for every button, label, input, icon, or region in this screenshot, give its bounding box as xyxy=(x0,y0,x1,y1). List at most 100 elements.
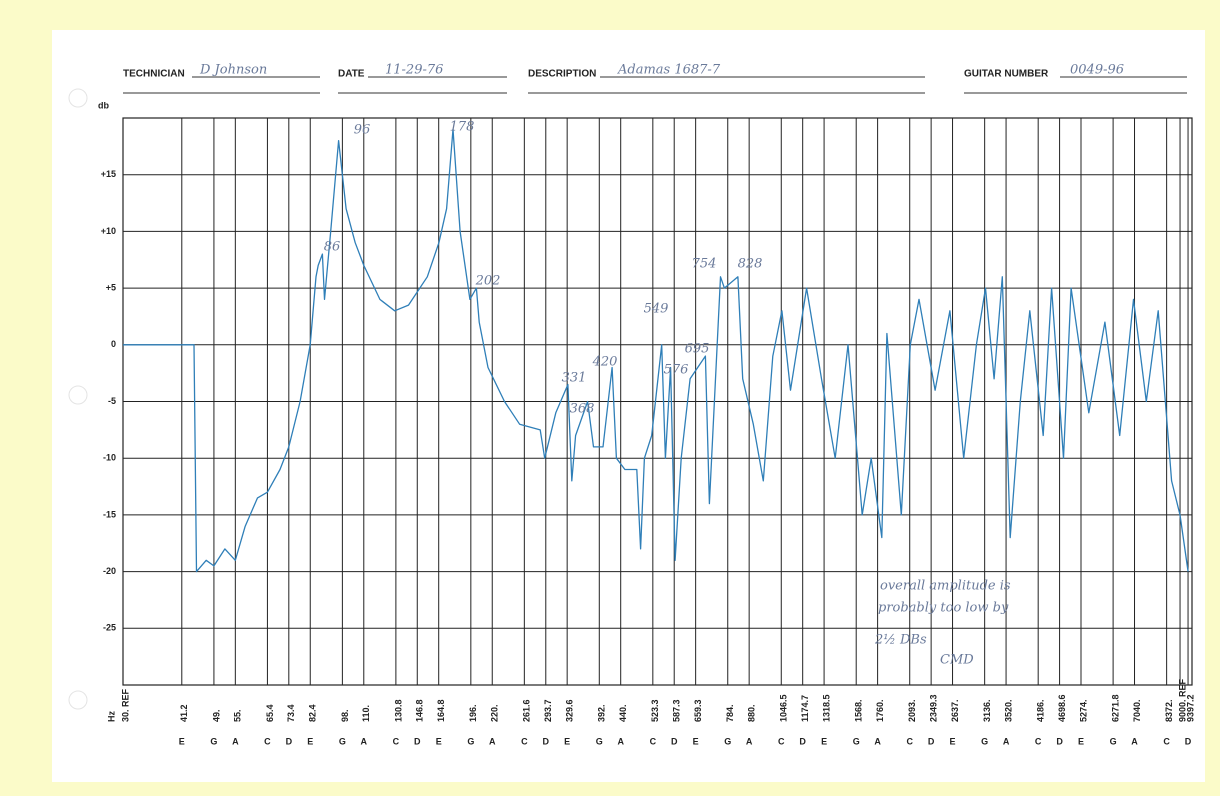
note-label: E xyxy=(1078,736,1084,746)
x-tick-label: 1174.7 xyxy=(800,695,810,722)
note-label: D xyxy=(1056,736,1063,746)
punch-hole xyxy=(68,690,88,710)
note-label: D xyxy=(799,736,806,746)
x-tick-label: 9397.2 xyxy=(1185,694,1195,722)
y-tick-label: -15 xyxy=(103,509,116,519)
note-label: D xyxy=(1185,736,1192,746)
note-label: G xyxy=(724,736,731,746)
note-label: E xyxy=(179,736,185,746)
field-value: 11-29-76 xyxy=(385,63,443,78)
note-label: E xyxy=(307,736,313,746)
x-tick-label: 9000. REF xyxy=(1177,678,1187,722)
peak-label: 420 xyxy=(592,355,618,370)
note-label: E xyxy=(436,736,442,746)
note-label: A xyxy=(746,736,753,746)
x-tick-label: 2637. xyxy=(950,699,960,722)
x-tick-label: 4698.6 xyxy=(1057,694,1067,722)
x-tick-label: 4186. xyxy=(1036,699,1046,722)
note-label: A xyxy=(1003,736,1010,746)
x-tick-label: 523.3 xyxy=(650,699,660,722)
note-label: A xyxy=(232,736,239,746)
note-label: C xyxy=(264,736,271,746)
note-label: C xyxy=(393,736,400,746)
field-value: D Johnson xyxy=(199,63,267,78)
peak-label: 86 xyxy=(324,240,341,255)
field-label: GUITAR NUMBER xyxy=(964,69,1049,80)
peak-label: 96 xyxy=(354,123,371,138)
note-label: G xyxy=(981,736,988,746)
x-tick-label: 146.8 xyxy=(415,699,425,722)
y-tick-label: -5 xyxy=(108,396,116,406)
x-tick-label: 2093. xyxy=(907,699,917,722)
x-tick-label: 784. xyxy=(725,704,735,722)
note-label: G xyxy=(467,736,474,746)
x-tick-label: 293.7 xyxy=(543,699,553,722)
x-tick-label: 880. xyxy=(747,704,757,722)
x-tick-label: 261.6 xyxy=(522,699,532,722)
note-label: C xyxy=(650,736,657,746)
y-tick-label: 0 xyxy=(111,339,116,349)
note-label: E xyxy=(950,736,956,746)
handwritten-note: CMD xyxy=(940,653,974,668)
note-label: G xyxy=(1110,736,1117,746)
field-label: DATE xyxy=(338,69,365,80)
field-label: DESCRIPTION xyxy=(528,69,596,80)
x-tick-label: 8372. xyxy=(1164,699,1174,722)
x-tick-label: 2349.3 xyxy=(929,694,939,722)
x-tick-label: 329.6 xyxy=(565,699,575,722)
note-label: E xyxy=(693,736,699,746)
x-tick-label: 65.4 xyxy=(265,704,275,722)
note-label: D xyxy=(414,736,421,746)
response-curve xyxy=(123,128,1189,573)
note-label: E xyxy=(821,736,827,746)
punch-hole xyxy=(68,88,88,108)
x-tick-label: 3520. xyxy=(1003,699,1013,722)
field-value: Adamas 1687-7 xyxy=(617,63,721,78)
y-tick-label: -25 xyxy=(103,623,116,633)
note-label: C xyxy=(521,736,528,746)
x-tick-label: 130.8 xyxy=(393,699,403,722)
y-tick-label: -20 xyxy=(103,566,116,576)
note-label: A xyxy=(361,736,368,746)
note-label: D xyxy=(928,736,935,746)
note-label: G xyxy=(596,736,603,746)
y-tick-label: -10 xyxy=(103,453,116,463)
x-tick-label: 659.3 xyxy=(693,699,703,722)
note-label: D xyxy=(286,736,293,746)
note-label: A xyxy=(489,736,496,746)
x-tick-label: 587.3 xyxy=(672,699,682,722)
x-tick-label: 73.4 xyxy=(286,704,296,722)
peak-label: 178 xyxy=(450,120,475,135)
note-label: A xyxy=(1131,736,1138,746)
peak-label: 331 xyxy=(562,371,587,386)
peak-label: 576 xyxy=(664,363,689,378)
x-tick-label: 1568. xyxy=(854,699,864,722)
note-label: A xyxy=(617,736,624,746)
field-label: TECHNICIAN xyxy=(123,69,185,80)
x-tick-label: 440. xyxy=(618,704,628,722)
peak-label: 549 xyxy=(644,302,669,317)
x-tick-label: 6271.8 xyxy=(1110,694,1120,722)
peak-label: 368 xyxy=(570,402,595,417)
x-tick-label: 1318.5 xyxy=(821,694,831,722)
note-label: G xyxy=(853,736,860,746)
x-tick-label: 1760. xyxy=(875,699,885,722)
handwritten-note: 2½ DBs xyxy=(874,633,927,648)
x-tick-label: 98. xyxy=(340,709,350,722)
x-axis-label: Hz xyxy=(106,711,116,722)
peak-label: 695 xyxy=(685,342,710,357)
x-tick-label: 110. xyxy=(361,705,371,722)
x-tick-label: 30. REF xyxy=(120,688,130,722)
x-tick-label: 55. xyxy=(233,709,243,722)
peak-label: 202 xyxy=(475,274,501,289)
note-label: C xyxy=(1035,736,1042,746)
paper xyxy=(52,30,1205,782)
x-tick-label: 82.4 xyxy=(308,704,318,722)
x-tick-label: 49. xyxy=(211,709,221,722)
y-tick-label: +5 xyxy=(106,282,116,292)
x-tick-label: 3136. xyxy=(982,699,992,722)
note-label: G xyxy=(339,736,346,746)
note-label: D xyxy=(543,736,550,746)
x-tick-label: 392. xyxy=(597,704,607,722)
